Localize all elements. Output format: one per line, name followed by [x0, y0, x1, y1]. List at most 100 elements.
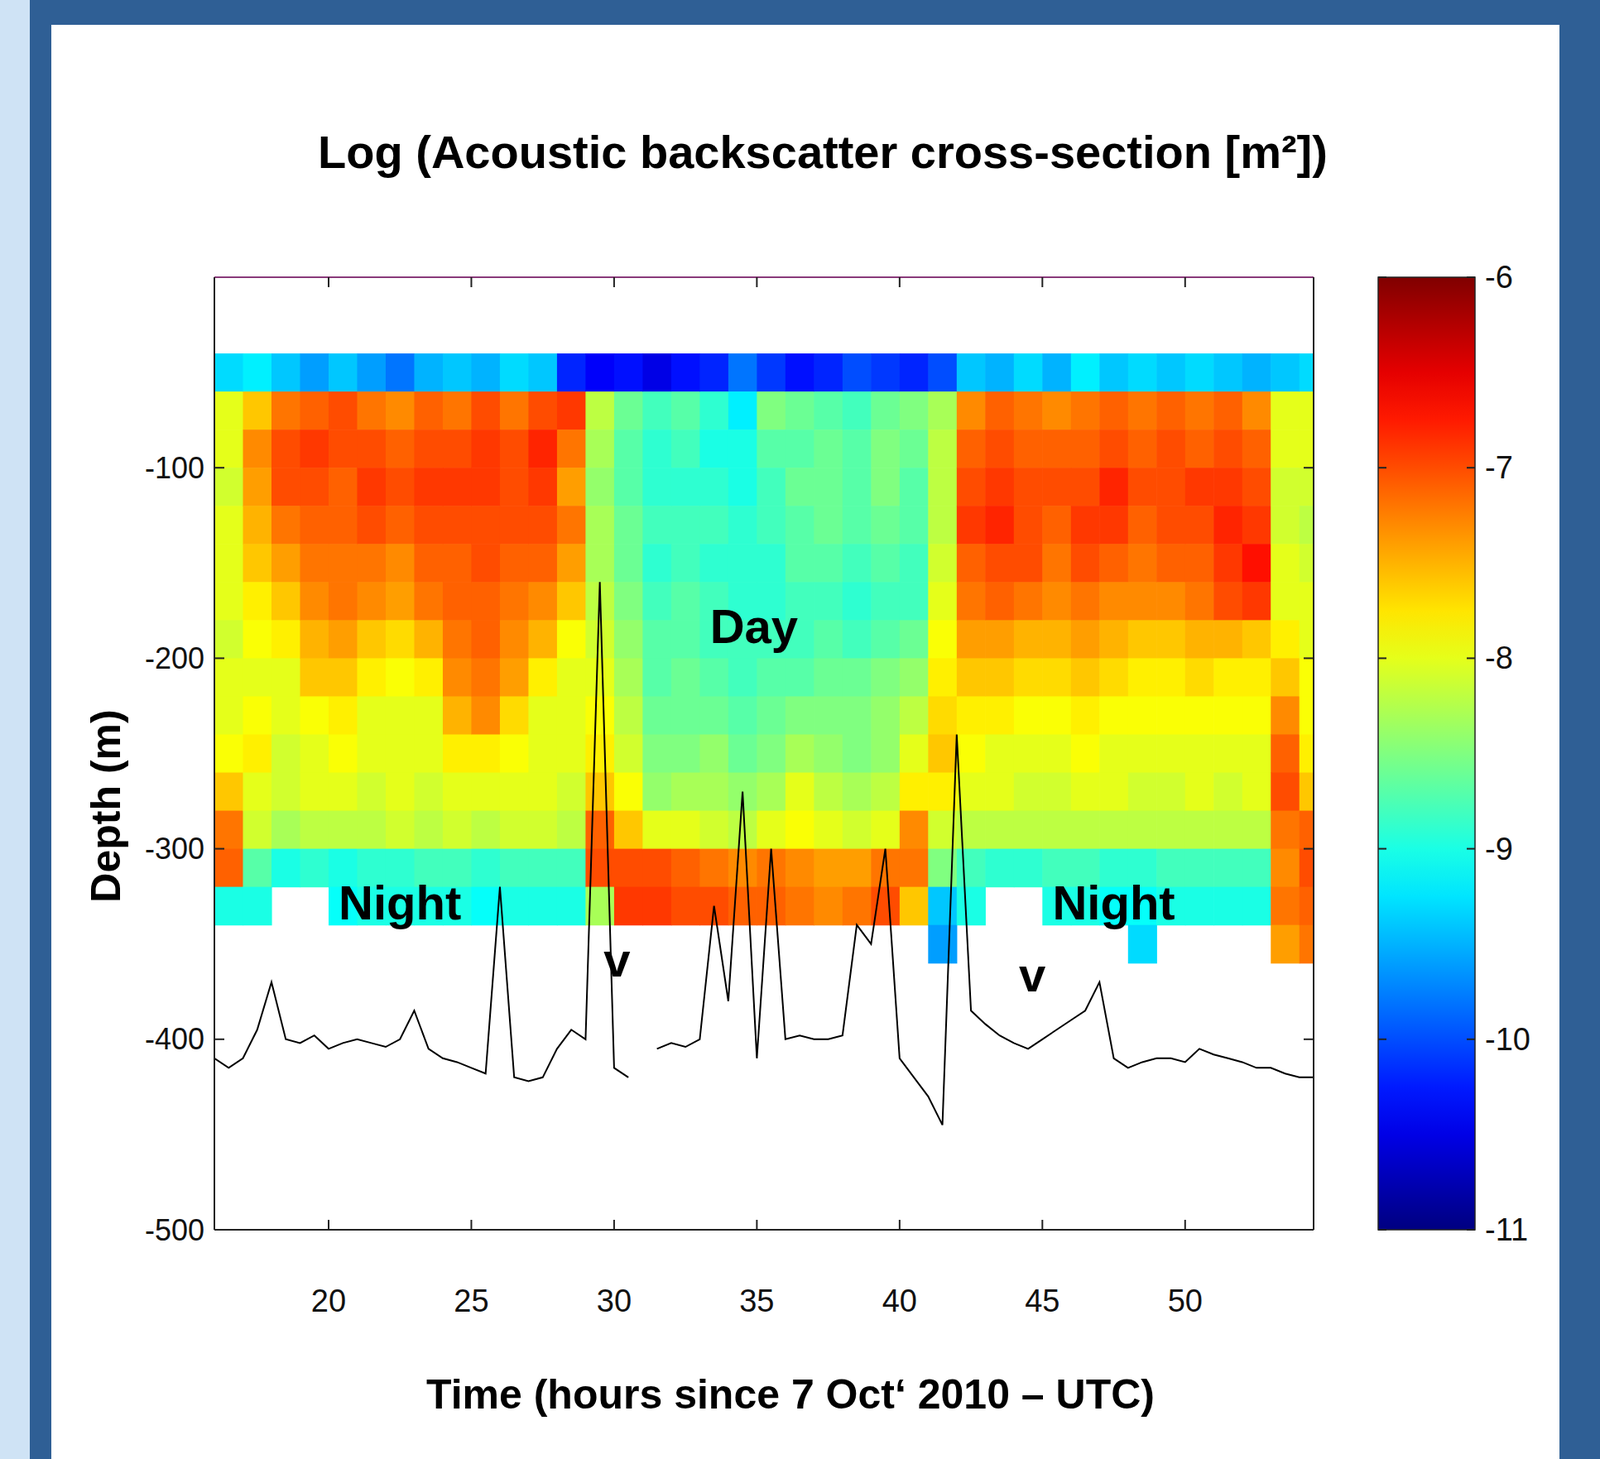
heatmap-cell [328, 696, 358, 736]
heatmap-cell [728, 353, 758, 393]
heatmap-cell [1099, 619, 1129, 659]
heatmap-cell [328, 467, 358, 507]
heatmap-cell [870, 658, 900, 697]
x-tick [898, 1220, 901, 1231]
heatmap-cell [671, 353, 701, 393]
heatmap-cell [242, 543, 272, 583]
y-tick [214, 1038, 225, 1041]
colorbar-tick [1378, 1038, 1387, 1041]
heatmap-cell [1071, 658, 1101, 697]
heatmap-cell [899, 849, 929, 889]
y-tick-label: -300 [144, 831, 205, 866]
heatmap-cell [1071, 467, 1101, 507]
heatmap-cell [984, 734, 1014, 774]
heatmap-cell [356, 391, 386, 431]
heatmap-cell [927, 543, 957, 583]
heatmap-cell [528, 505, 558, 545]
heatmap-cell [842, 505, 872, 545]
heatmap-cell [1242, 811, 1272, 851]
heatmap-cell [356, 505, 386, 545]
heatmap-cell [1299, 849, 1314, 889]
heatmap-cell [442, 353, 472, 393]
heatmap-cell [728, 696, 758, 736]
heatmap-cell [214, 619, 244, 659]
heatmap-cell [1128, 581, 1158, 621]
title: Log (Acoustic backscatter cross-section … [317, 125, 1328, 178]
heatmap-cell [899, 734, 929, 774]
heatmap-cell [557, 505, 587, 545]
heatmap-cell [642, 773, 672, 813]
heatmap-cell [299, 734, 329, 774]
heatmap-cell [1128, 734, 1158, 774]
heatmap-cell [585, 429, 615, 469]
heatmap-cell [356, 581, 386, 621]
heatmap-cell [1242, 696, 1272, 736]
heatmap-cell [699, 696, 729, 736]
heatmap-cell [528, 734, 558, 774]
x-tick [613, 1220, 616, 1231]
heatmap-cell [1213, 391, 1243, 431]
heatmap-cell [927, 581, 957, 621]
heatmap-cell [756, 734, 786, 774]
x-tick [1041, 277, 1043, 288]
heatmap-cell [642, 581, 672, 621]
heatmap-cell [870, 734, 900, 774]
heatmap-cell [785, 658, 815, 697]
heatmap-cell [1270, 505, 1300, 545]
heatmap-cell [413, 353, 443, 393]
heatmap-cell [699, 773, 729, 813]
heatmap-cell [1213, 619, 1243, 659]
heatmap-cell [557, 353, 587, 393]
heatmap-cell [728, 467, 758, 507]
heatmap-cell [470, 505, 500, 545]
heatmap-cell [1270, 773, 1300, 813]
heatmap-cell [585, 773, 615, 813]
heatmap-cell [214, 353, 244, 393]
heatmap-cell [671, 696, 701, 736]
heatmap-cell [642, 429, 672, 469]
heatmap-cell [385, 505, 415, 545]
heatmap-cell [299, 658, 329, 697]
heatmap-cell [728, 543, 758, 583]
heatmap-cell [1013, 696, 1043, 736]
heatmap-cell [214, 849, 244, 889]
heatmap-cell [899, 581, 929, 621]
y-tick [1303, 1229, 1314, 1231]
heatmap-cell [1185, 887, 1215, 927]
heatmap-cell [699, 467, 729, 507]
colorbar-tick [1466, 276, 1476, 279]
heatmap-cell [328, 391, 358, 431]
heatmap-cell [1099, 581, 1129, 621]
heatmap-cell [642, 543, 672, 583]
heatmap-cell [927, 925, 957, 965]
heatmap-cell [214, 391, 244, 431]
heatmap-cell [385, 391, 415, 431]
heatmap-cell [557, 543, 587, 583]
x-tick [898, 277, 901, 288]
heatmap-cell [1128, 391, 1158, 431]
heatmap-cell [785, 696, 815, 736]
heatmap-cell [1242, 467, 1272, 507]
heatmap-cell [785, 849, 815, 889]
heatmap-cell [413, 543, 443, 583]
heatmap-cell [956, 505, 986, 545]
x-tick [327, 277, 330, 288]
heatmap-cell [813, 467, 843, 507]
heatmap-cell [1156, 734, 1186, 774]
heatmap-cell [328, 581, 358, 621]
heatmap-cell [1156, 619, 1186, 659]
heatmap-cell [557, 619, 587, 659]
annotation: Night [1052, 875, 1175, 930]
heatmap-cell [699, 658, 729, 697]
heatmap-cell [1099, 658, 1129, 697]
heatmap-cell [470, 353, 500, 393]
x-tick-label: 50 [1167, 1283, 1203, 1319]
heatmap-cell [1156, 581, 1186, 621]
heatmap-cell [984, 619, 1014, 659]
heatmap-cell [671, 658, 701, 697]
heatmap-cell [1213, 734, 1243, 774]
heatmap-cell [1013, 391, 1043, 431]
heatmap-cell [1013, 734, 1043, 774]
heatmap-cell [728, 658, 758, 697]
heatmap-cell [642, 391, 672, 431]
